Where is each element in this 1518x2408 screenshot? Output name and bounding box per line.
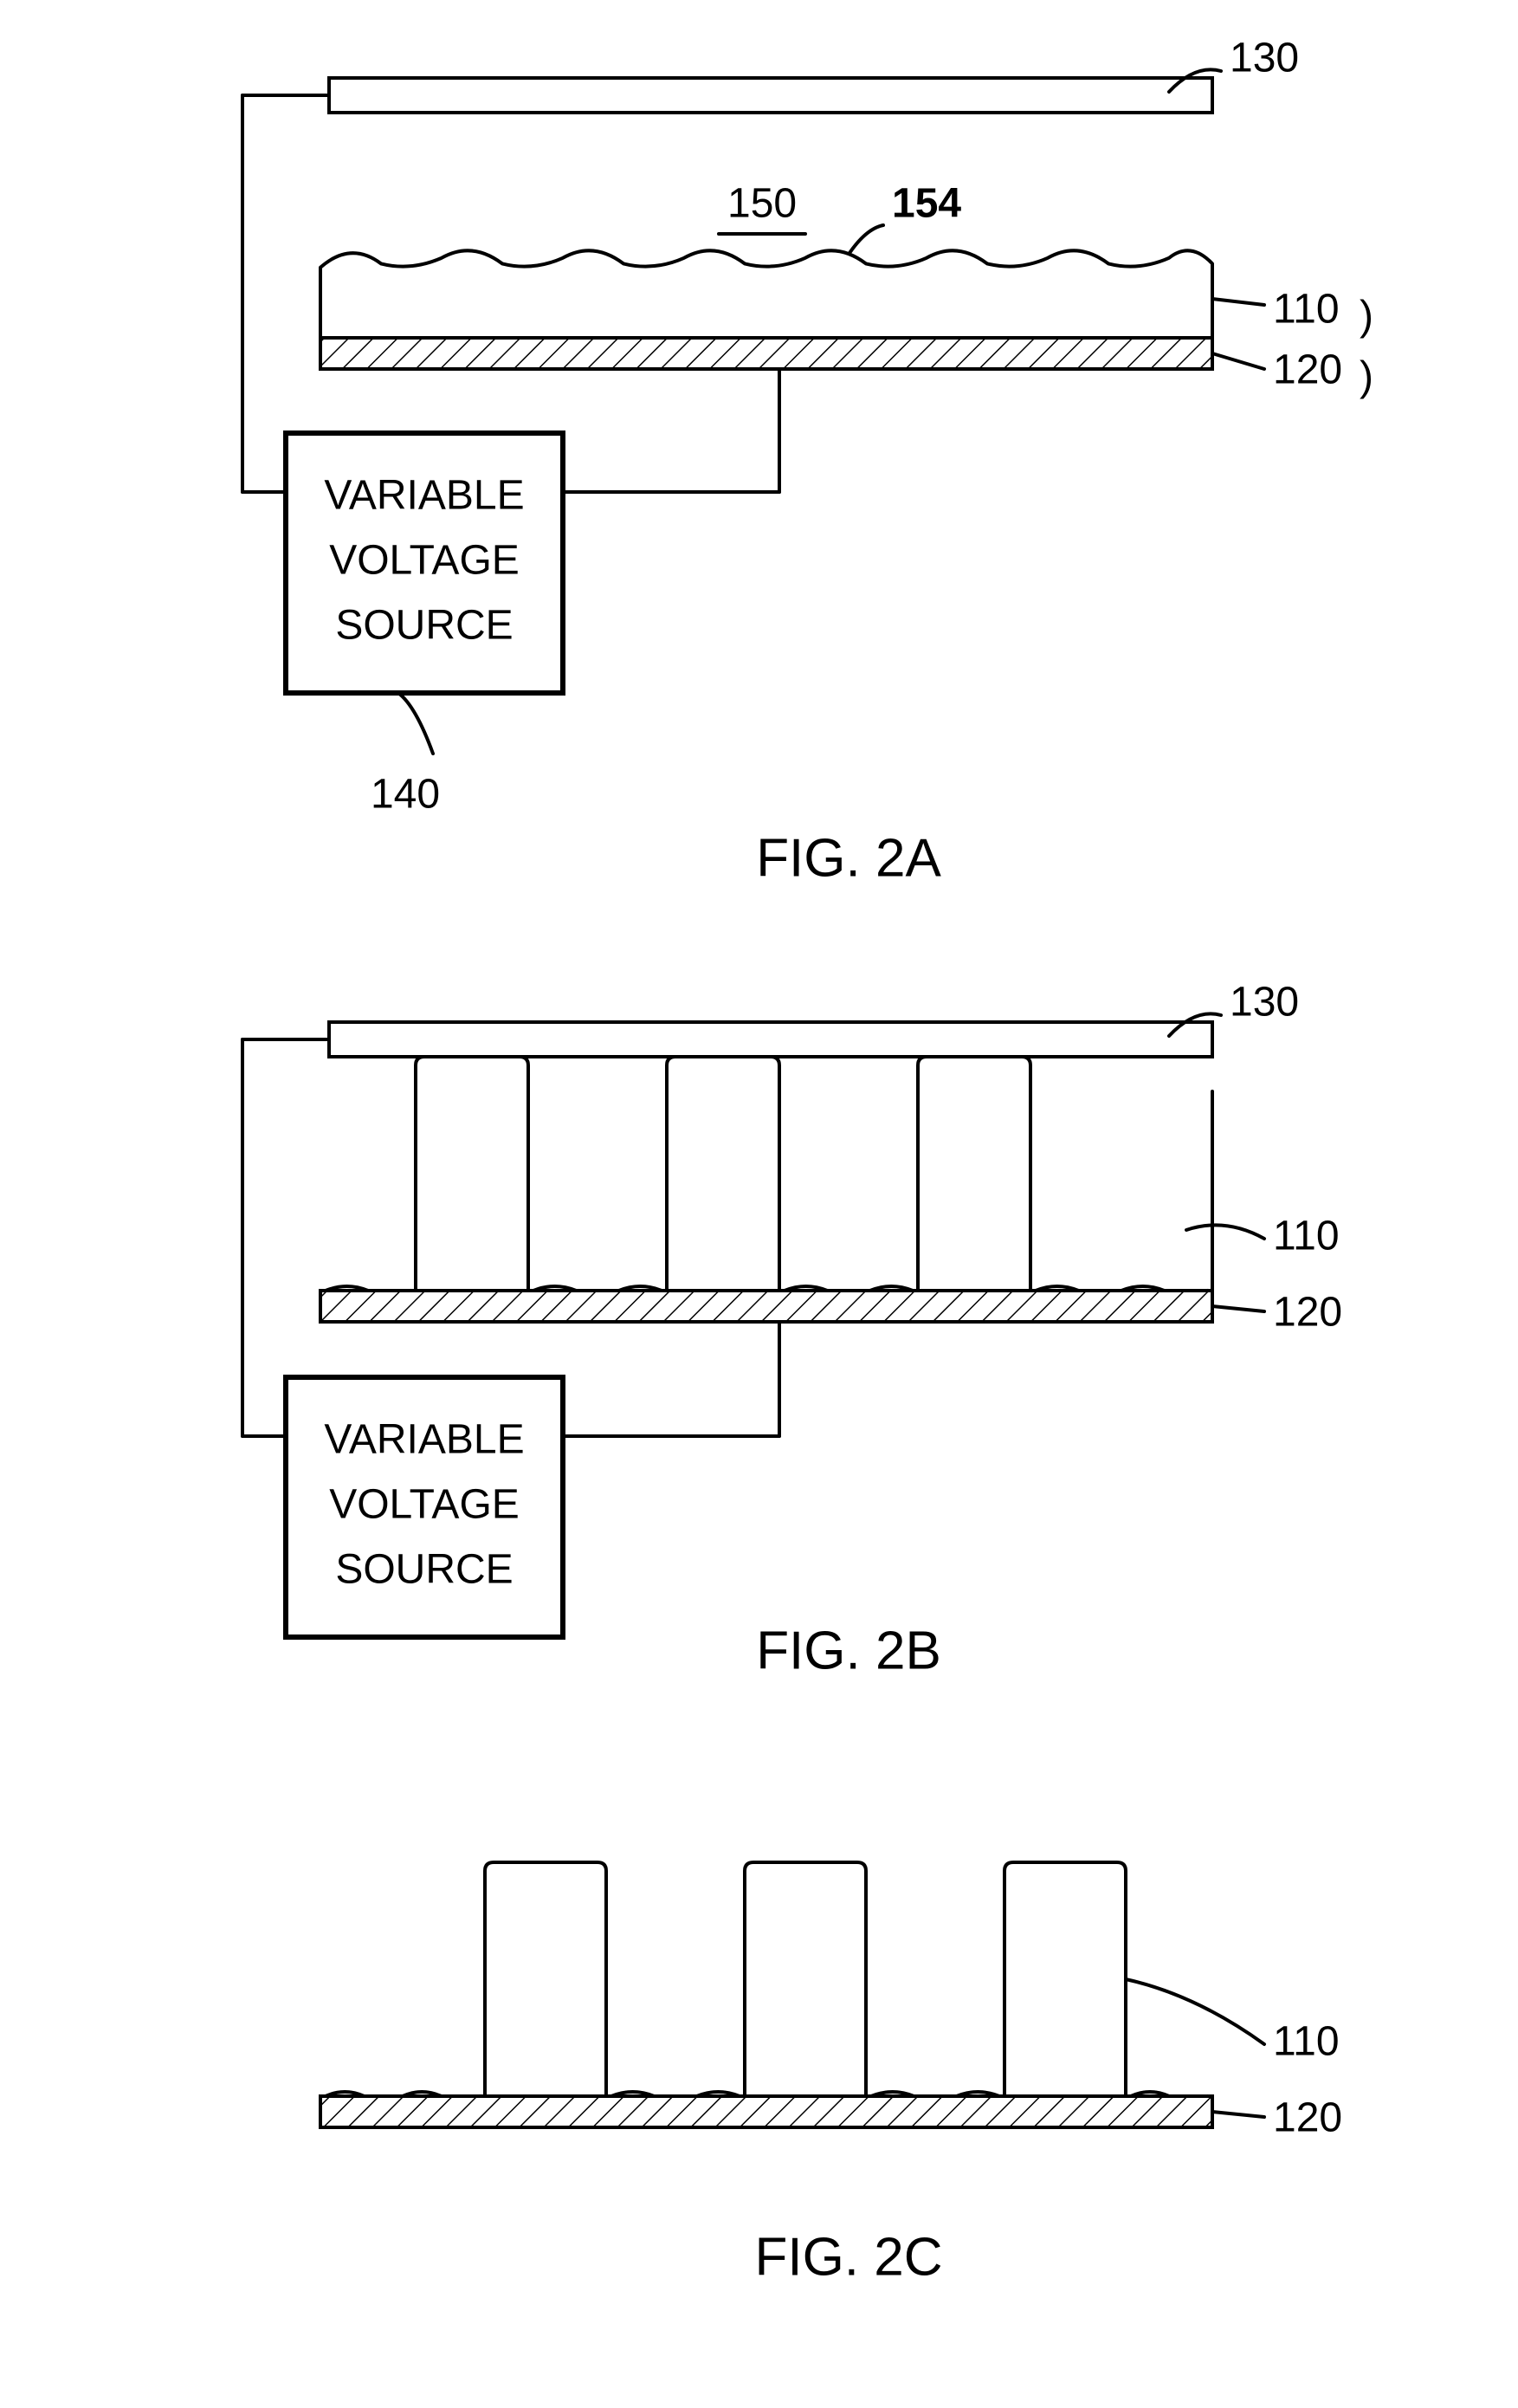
- svg-text:VARIABLE: VARIABLE: [324, 1417, 524, 1463]
- svg-text:SOURCE: SOURCE: [335, 603, 513, 649]
- svg-text:130: 130: [1230, 36, 1299, 81]
- fig-2b-caption: FIG. 2B: [756, 1621, 941, 1680]
- svg-text:110: 110: [1273, 287, 1340, 333]
- fig-2a-substrate-120: [320, 338, 1212, 369]
- fig-2c-pillars: [326, 1862, 1207, 2101]
- fig-2a-layer-110: [320, 250, 1212, 338]
- svg-text:VOLTAGE: VOLTAGE: [329, 1482, 520, 1528]
- svg-text:154: 154: [892, 181, 961, 227]
- svg-text:120: 120: [1273, 2095, 1342, 2141]
- svg-text:120: 120: [1273, 347, 1342, 393]
- svg-text:150: 150: [727, 181, 797, 227]
- svg-text:130: 130: [1230, 980, 1299, 1026]
- fig-2b-pillars-substrate: [320, 1291, 1212, 1322]
- fig-2c-pillars-substrate: [320, 2096, 1212, 2127]
- svg-text:): ): [1360, 354, 1373, 400]
- fig-2c-caption: FIG. 2C: [754, 2227, 942, 2287]
- svg-text:120: 120: [1273, 1290, 1342, 1336]
- svg-text:140: 140: [371, 772, 440, 818]
- fig-2b-pillars: [326, 1057, 1207, 1295]
- svg-text:110: 110: [1273, 1214, 1340, 1259]
- fig-2a-voltage-source-box: VARIABLE VOLTAGE SOURCE: [286, 433, 563, 693]
- svg-text:VOLTAGE: VOLTAGE: [329, 538, 520, 584]
- fig-2a-caption: FIG. 2A: [756, 828, 941, 888]
- fig-2b-voltage-source-box: VARIABLE VOLTAGE SOURCE: [286, 1377, 563, 1637]
- svg-text:SOURCE: SOURCE: [335, 1547, 513, 1593]
- svg-text:VARIABLE: VARIABLE: [324, 473, 524, 519]
- svg-text:): ): [1360, 294, 1373, 340]
- svg-text:110: 110: [1273, 2019, 1340, 2065]
